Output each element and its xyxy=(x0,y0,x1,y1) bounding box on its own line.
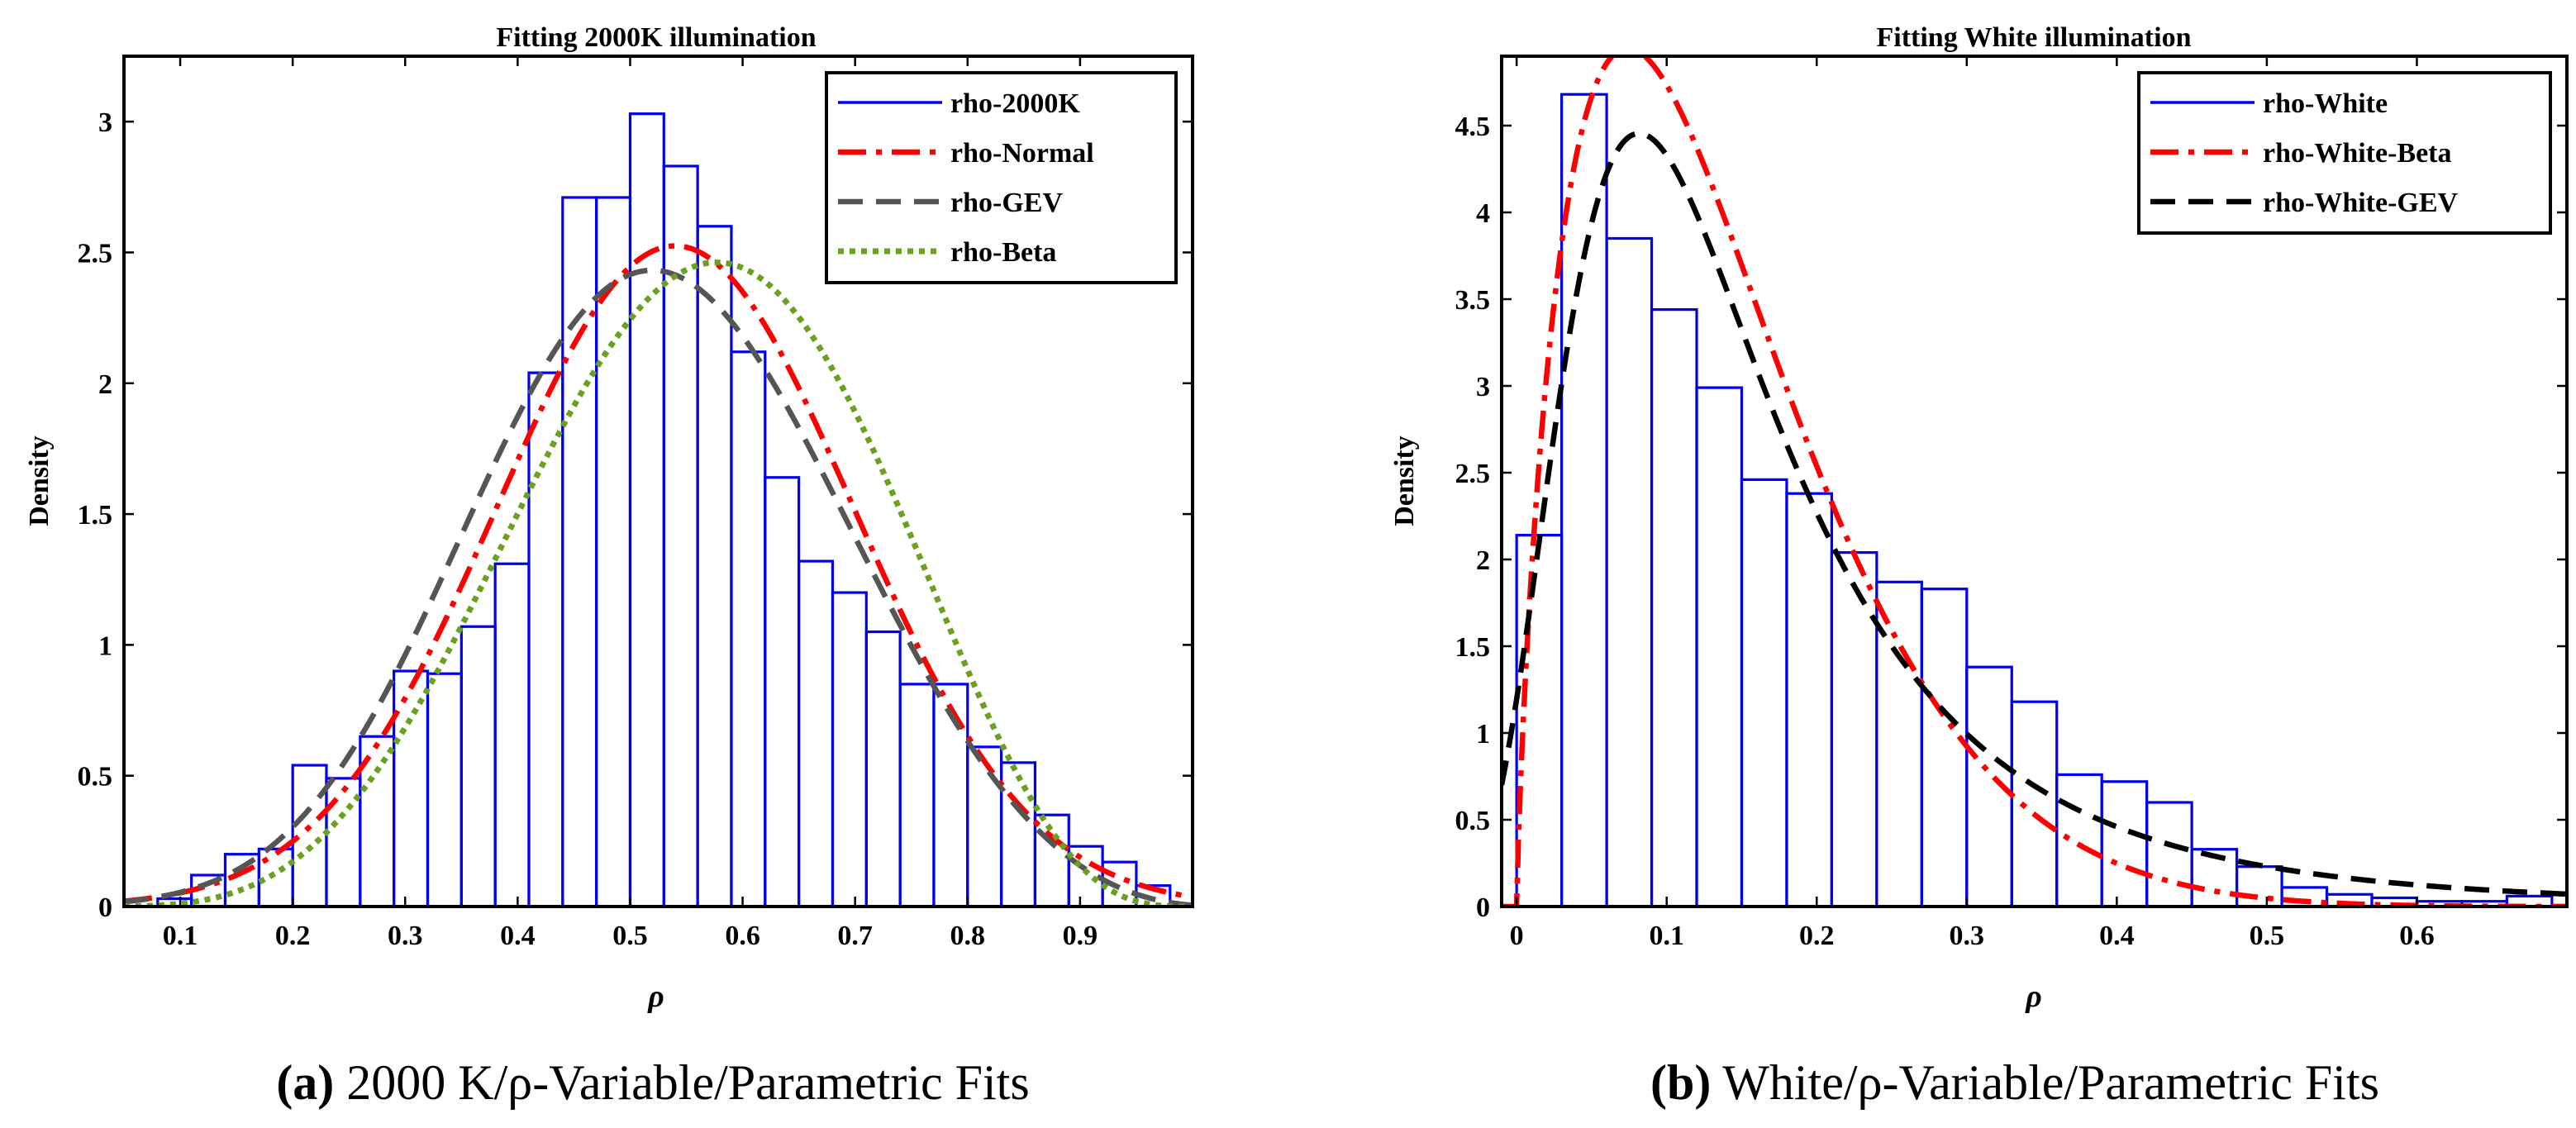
panel-b-hist-bar xyxy=(1830,550,1878,907)
panel-b-hist-bar xyxy=(2235,865,2283,907)
panel-a-xlabel: ρ xyxy=(647,979,664,1014)
panel-a-hist-bar xyxy=(798,559,835,907)
panel-b-hist-bar xyxy=(2505,894,2554,907)
panel-a-hist-bar xyxy=(257,847,294,907)
panel-a-hist-bar xyxy=(459,625,497,907)
panel-a-curve-rho-Beta xyxy=(124,259,1193,907)
panel-a-legend-label: rho-GEV xyxy=(950,188,1063,218)
panel-a-ytick-label: 3 xyxy=(98,107,112,138)
panel-b-ytick-label: 1.5 xyxy=(1455,632,1491,663)
panel-a-xtick-label: 0.5 xyxy=(612,921,648,951)
panel-b-ytick-label: 0.5 xyxy=(1455,806,1491,836)
panel-b-hist-bar xyxy=(1605,236,1654,907)
panel-b-curve-rho-White-GEV xyxy=(1502,131,2567,897)
panel-a-xtick-label: 0.1 xyxy=(163,921,198,951)
panel-a-hist-bar xyxy=(764,476,801,907)
panel-a-ytick-label: 0.5 xyxy=(78,762,113,792)
panel-b-legend-label: rho-White-GEV xyxy=(2263,188,2459,218)
panel-b-xtick-label: 0 xyxy=(1510,921,1524,951)
panel-a-xtick-label: 0.3 xyxy=(388,921,423,951)
panel-a-legend-label: rho-2000K xyxy=(950,88,1080,119)
panel-a-axes-box xyxy=(122,55,1194,908)
panel-b-hist-bar xyxy=(2100,780,2149,907)
panel-b-ytick-label: 4 xyxy=(1476,198,1490,229)
panel-b-caption: (b) White/ρ-Variable/Parametric Fits xyxy=(1650,1055,2379,1110)
panel-a-hist-bar xyxy=(966,745,1003,907)
panel-a-hist-bar xyxy=(426,672,463,907)
panel-b-ytick-label: 2.5 xyxy=(1455,459,1491,489)
panel-b-caption-text: White/ρ-Variable/Parametric Fits xyxy=(1711,1055,2379,1110)
panel-b-xlabel: ρ xyxy=(2025,979,2042,1014)
panel-b-hist-bar xyxy=(1560,93,1608,907)
panel-b-ytick-label: 4.5 xyxy=(1455,112,1491,142)
panel-a-ytick-label: 0 xyxy=(98,892,112,923)
panel-a-hist-bar xyxy=(393,669,430,907)
panel-a-xtick-label: 0.7 xyxy=(837,921,873,951)
panel-b-axes-box xyxy=(1500,55,2569,908)
panel-b-legend-label: rho-White-Beta xyxy=(2263,138,2452,169)
panel-b-xtick-label: 0.4 xyxy=(2099,921,2135,951)
panel-b-xtick-label: 0.6 xyxy=(2399,921,2435,951)
panel-a-legend-label: rho-Beta xyxy=(950,237,1056,268)
panel-a-xtick-label: 0.6 xyxy=(725,921,760,951)
panel-b-ytick-label: 1 xyxy=(1476,719,1490,750)
panel-a-hist-bar xyxy=(561,196,598,907)
panel-a-hist-bar xyxy=(628,112,665,907)
panel-a-ytick-label: 2.5 xyxy=(78,238,113,269)
panel-a-chart: Fitting 2000K illumination Density ρ 0.1… xyxy=(24,22,1194,1110)
panel-b-ytick-label: 3 xyxy=(1476,372,1490,402)
panel-b-ytick-label: 0 xyxy=(1476,892,1490,923)
panel-b-hist-bar xyxy=(1785,492,1834,907)
panel-a-hist-bar xyxy=(898,683,936,907)
panel-b-title: Fitting White illumination xyxy=(1877,22,2192,53)
panel-a-legend: rho-2000K rho-Normal rho-GEV rho-Beta xyxy=(825,71,1178,284)
panel-a-legend-box xyxy=(825,71,1178,284)
panel-a-xtick-label: 0.2 xyxy=(275,921,311,951)
panel-b-ytick-label: 2 xyxy=(1476,545,1490,576)
panel-a-curve-rho-Normal xyxy=(124,243,1193,904)
panel-b-hist-bar xyxy=(2145,801,2193,907)
panel-b-chart: Fitting White illumination Density ρ 0 0.… xyxy=(1389,22,2569,1110)
panel-b-xtick-label: 0.1 xyxy=(1649,921,1684,951)
panel-b-hist-bar xyxy=(2055,773,2103,907)
panel-a-hist-bar xyxy=(730,350,767,907)
panel-b-hist-bar xyxy=(1650,308,1698,907)
panel-a-ytick-label: 1.5 xyxy=(78,500,113,531)
panel-b-legend: rho-White rho-White-Beta rho-White-GEV xyxy=(2137,71,2552,235)
panel-a-xtick-label: 0.4 xyxy=(500,921,536,951)
panel-a-ytick-label: 1 xyxy=(98,631,112,661)
panel-a-xtick-label: 0.9 xyxy=(1063,921,1098,951)
panel-b-ytick-label: 3.5 xyxy=(1455,285,1491,316)
panel-b-caption-label: (b) xyxy=(1650,1055,1711,1110)
panel-a-caption-label: (a) xyxy=(276,1055,334,1110)
panel-b-hist-bar xyxy=(1695,386,1744,907)
panel-b-xtick-label: 0.5 xyxy=(2250,921,2285,951)
panel-a-caption: (a) 2000 K/ρ-Variable/Parametric Fits xyxy=(276,1055,1029,1110)
panel-a-title: Fitting 2000K illumination xyxy=(496,22,816,53)
panel-b-legend-label: rho-White xyxy=(2263,88,2388,119)
panel-a-hist-bar xyxy=(696,225,733,907)
panel-a-caption-text: 2000 K/ρ-Variable/Parametric Fits xyxy=(334,1055,1029,1110)
panel-b-xtick-label: 0.2 xyxy=(1799,921,1835,951)
panel-a-xtick-label: 0.8 xyxy=(950,921,986,951)
panel-a-ytick-label: 2 xyxy=(98,369,112,400)
panel-a-axes: 0.1 0.2 0.3 0.4 0.5 0.6 0.7 0.8 0.9 0 0.5 1 1.5 2 2.5 3 xyxy=(78,56,1193,951)
panel-b-curve-rho-White-Beta xyxy=(1502,56,2567,907)
panel-b-ylabel: Density xyxy=(1389,435,1420,526)
panel-a-curve-rho-GEV xyxy=(124,267,1193,907)
panel-a-hist-bar xyxy=(831,591,868,907)
panel-b-hist-bar xyxy=(2010,700,2059,907)
panel-a-hist-bar xyxy=(864,630,902,907)
panel-b-xtick-label: 0.3 xyxy=(1950,921,1985,951)
panel-a-legend-label: rho-Normal xyxy=(950,138,1094,169)
panel-b-hist-bar xyxy=(1740,478,1788,907)
panel-a-hist-bar xyxy=(1000,761,1037,907)
panel-b-hist-bar xyxy=(1920,588,1969,907)
panel-a-hist-bar xyxy=(493,562,531,907)
panel-a-ylabel: Density xyxy=(24,435,55,526)
